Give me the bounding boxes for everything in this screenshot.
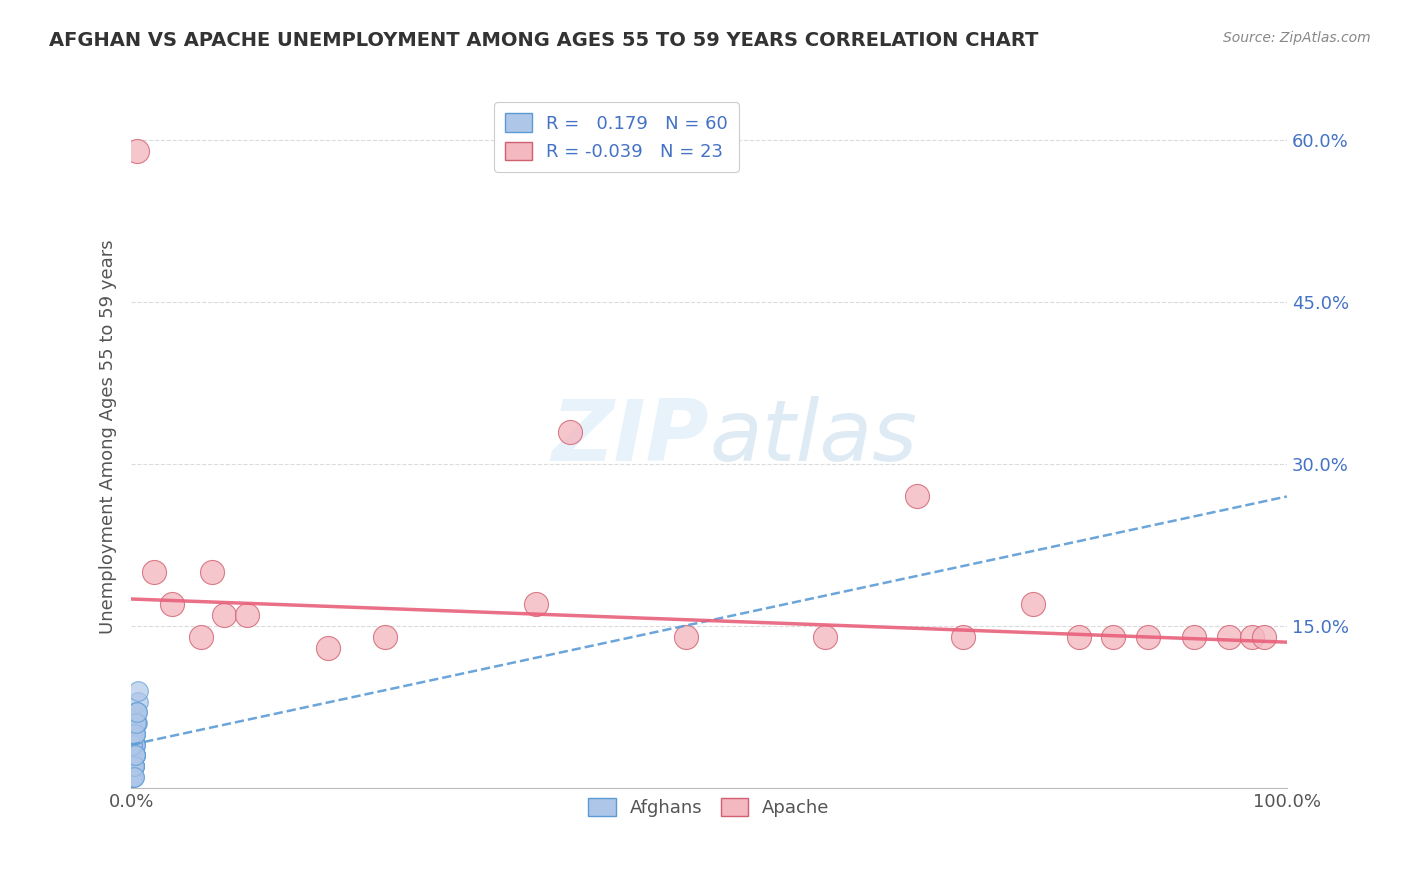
Point (122, 759, 145, 773)
Point (1102, 630, 1125, 644)
Point (122, 759, 145, 773)
Text: atlas: atlas (709, 396, 917, 479)
Point (124, 738, 146, 752)
Point (1182, 630, 1205, 644)
Point (560, 425, 582, 439)
Point (124, 748, 146, 763)
Legend: Afghans, Apache: Afghans, Apache (581, 790, 837, 824)
Point (236, 608, 259, 623)
Point (316, 640, 339, 655)
Point (121, 770, 143, 784)
Point (122, 770, 145, 784)
Point (121, 727, 143, 741)
Point (121, 759, 143, 773)
Point (201, 565, 224, 579)
Point (122, 759, 145, 773)
Point (122, 727, 145, 741)
Point (125, 706, 148, 720)
Point (121, 770, 143, 784)
Point (1218, 630, 1240, 644)
Point (813, 630, 835, 644)
Point (121, 770, 143, 784)
Point (124, 727, 146, 741)
Text: AFGHAN VS APACHE UNEMPLOYMENT AMONG AGES 55 TO 59 YEARS CORRELATION CHART: AFGHAN VS APACHE UNEMPLOYMENT AMONG AGES… (49, 31, 1039, 50)
Point (125, 706, 148, 720)
Point (121, 748, 143, 763)
Point (121, 759, 143, 773)
Point (121, 770, 143, 784)
Point (124, 748, 146, 763)
Point (124, 738, 146, 752)
Point (121, 770, 143, 784)
Point (124, 748, 146, 763)
Point (122, 759, 145, 773)
Point (1137, 630, 1160, 644)
Point (122, 727, 145, 741)
Point (121, 738, 143, 752)
Point (124, 716, 146, 731)
Y-axis label: Unemployment Among Ages 55 to 59 years: Unemployment Among Ages 55 to 59 years (100, 240, 117, 634)
Point (160, 598, 183, 612)
Point (675, 630, 697, 644)
Point (121, 759, 143, 773)
Point (124, 748, 146, 763)
Point (122, 770, 145, 784)
Point (121, 748, 143, 763)
Point (122, 738, 145, 752)
Point (124, 748, 146, 763)
Text: Source: ZipAtlas.com: Source: ZipAtlas.com (1223, 31, 1371, 45)
Point (1253, 630, 1275, 644)
Point (124, 738, 146, 752)
Point (127, 694, 149, 708)
Point (127, 683, 149, 698)
Point (122, 759, 145, 773)
Point (125, 144, 148, 158)
Point (122, 748, 145, 763)
Point (143, 565, 166, 579)
Point (121, 759, 143, 773)
Point (212, 608, 235, 623)
Point (524, 598, 547, 612)
Point (1021, 598, 1043, 612)
Point (952, 630, 974, 644)
Point (125, 716, 148, 731)
Point (122, 748, 145, 763)
Point (122, 727, 145, 741)
Point (124, 748, 146, 763)
Point (121, 738, 143, 752)
Point (121, 770, 143, 784)
Point (122, 748, 145, 763)
Point (122, 748, 145, 763)
Point (125, 716, 148, 731)
Point (122, 748, 145, 763)
Point (122, 738, 145, 752)
Point (124, 727, 146, 741)
Point (122, 738, 145, 752)
Point (124, 727, 146, 741)
Point (121, 738, 143, 752)
Point (125, 716, 148, 731)
Point (1241, 630, 1264, 644)
Point (121, 759, 143, 773)
Point (125, 706, 148, 720)
Point (190, 630, 212, 644)
Point (122, 738, 145, 752)
Text: ZIP: ZIP (551, 396, 709, 479)
Point (121, 759, 143, 773)
Point (905, 490, 928, 504)
Point (121, 759, 143, 773)
Point (124, 727, 146, 741)
Point (374, 630, 396, 644)
Point (1067, 630, 1090, 644)
